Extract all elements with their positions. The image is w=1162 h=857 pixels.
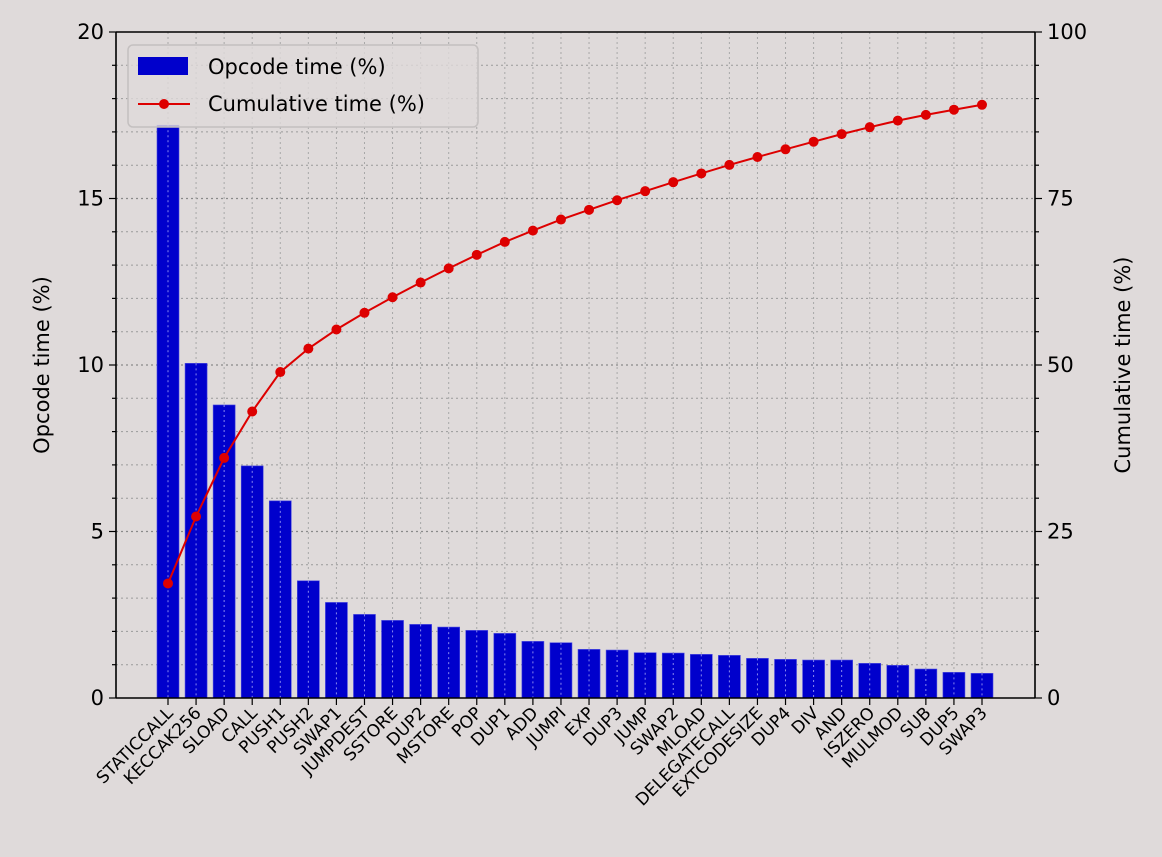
y-axis-label: Opcode time (%) xyxy=(30,276,54,454)
legend-label-opcode: Opcode time (%) xyxy=(208,55,386,79)
cumulative-marker xyxy=(247,406,258,417)
bar xyxy=(914,668,938,699)
y-tick-label: 20 xyxy=(77,20,104,44)
cumulative-marker xyxy=(331,324,342,335)
cumulative-marker xyxy=(864,122,875,133)
cumulative-marker xyxy=(527,225,538,236)
cumulative-marker xyxy=(275,367,286,378)
y2-tick-label: 75 xyxy=(1047,187,1074,211)
y2-axis-label: Cumulative time (%) xyxy=(1111,257,1135,474)
cumulative-marker xyxy=(780,144,791,155)
cumulative-marker xyxy=(696,168,707,179)
opcode-time-bars xyxy=(156,124,994,699)
y2-tick-label: 100 xyxy=(1047,20,1087,44)
cumulative-marker xyxy=(836,129,847,140)
bar xyxy=(493,633,517,699)
y-tick-label: 5 xyxy=(91,520,104,544)
legend-marker-icon xyxy=(159,99,169,109)
y-tick-label: 10 xyxy=(77,353,104,377)
cumulative-marker xyxy=(640,186,651,197)
cumulative-marker xyxy=(415,277,426,288)
cumulative-marker xyxy=(920,109,931,120)
cumulative-marker xyxy=(977,99,987,110)
cumulative-time-line xyxy=(163,99,987,589)
y2-tick-label: 25 xyxy=(1047,520,1074,544)
legend-label-cumulative: Cumulative time (%) xyxy=(208,92,425,116)
cumulative-marker xyxy=(219,452,230,463)
bar xyxy=(297,580,320,699)
cumulative-marker xyxy=(191,511,202,522)
cumulative-marker xyxy=(724,159,735,170)
bar xyxy=(521,641,545,699)
y2-tick-label: 0 xyxy=(1047,686,1060,710)
cumulative-marker xyxy=(612,195,623,206)
cumulative-marker xyxy=(555,214,566,225)
y2-tick-label: 50 xyxy=(1047,353,1074,377)
cumulative-marker xyxy=(808,136,819,147)
cumulative-marker xyxy=(443,263,454,274)
x-tick-labels: STATICCALLKECCAK256SLOADCALLPUSH1PUSH2SW… xyxy=(93,703,992,810)
legend: Opcode time (%) Cumulative time (%) xyxy=(127,44,479,128)
cumulative-marker xyxy=(892,115,903,126)
cumulative-marker xyxy=(163,578,173,589)
cumulative-marker xyxy=(303,343,314,354)
axes: 0 5 10 15 20 0 25 50 75 100 xyxy=(77,20,1087,710)
cumulative-marker xyxy=(752,152,763,163)
cumulative-marker xyxy=(359,307,370,318)
cumulative-marker xyxy=(948,104,959,115)
cumulative-marker xyxy=(471,249,482,260)
legend-bar-swatch xyxy=(138,57,188,75)
cumulative-marker xyxy=(387,292,398,303)
bar xyxy=(268,500,292,699)
y-tick-label: 0 xyxy=(91,686,104,710)
grid-lines xyxy=(116,32,1035,698)
y-tick-label: 15 xyxy=(77,187,104,211)
cumulative-marker xyxy=(499,236,510,247)
cumulative-marker xyxy=(668,177,679,188)
cumulative-marker xyxy=(584,204,595,215)
